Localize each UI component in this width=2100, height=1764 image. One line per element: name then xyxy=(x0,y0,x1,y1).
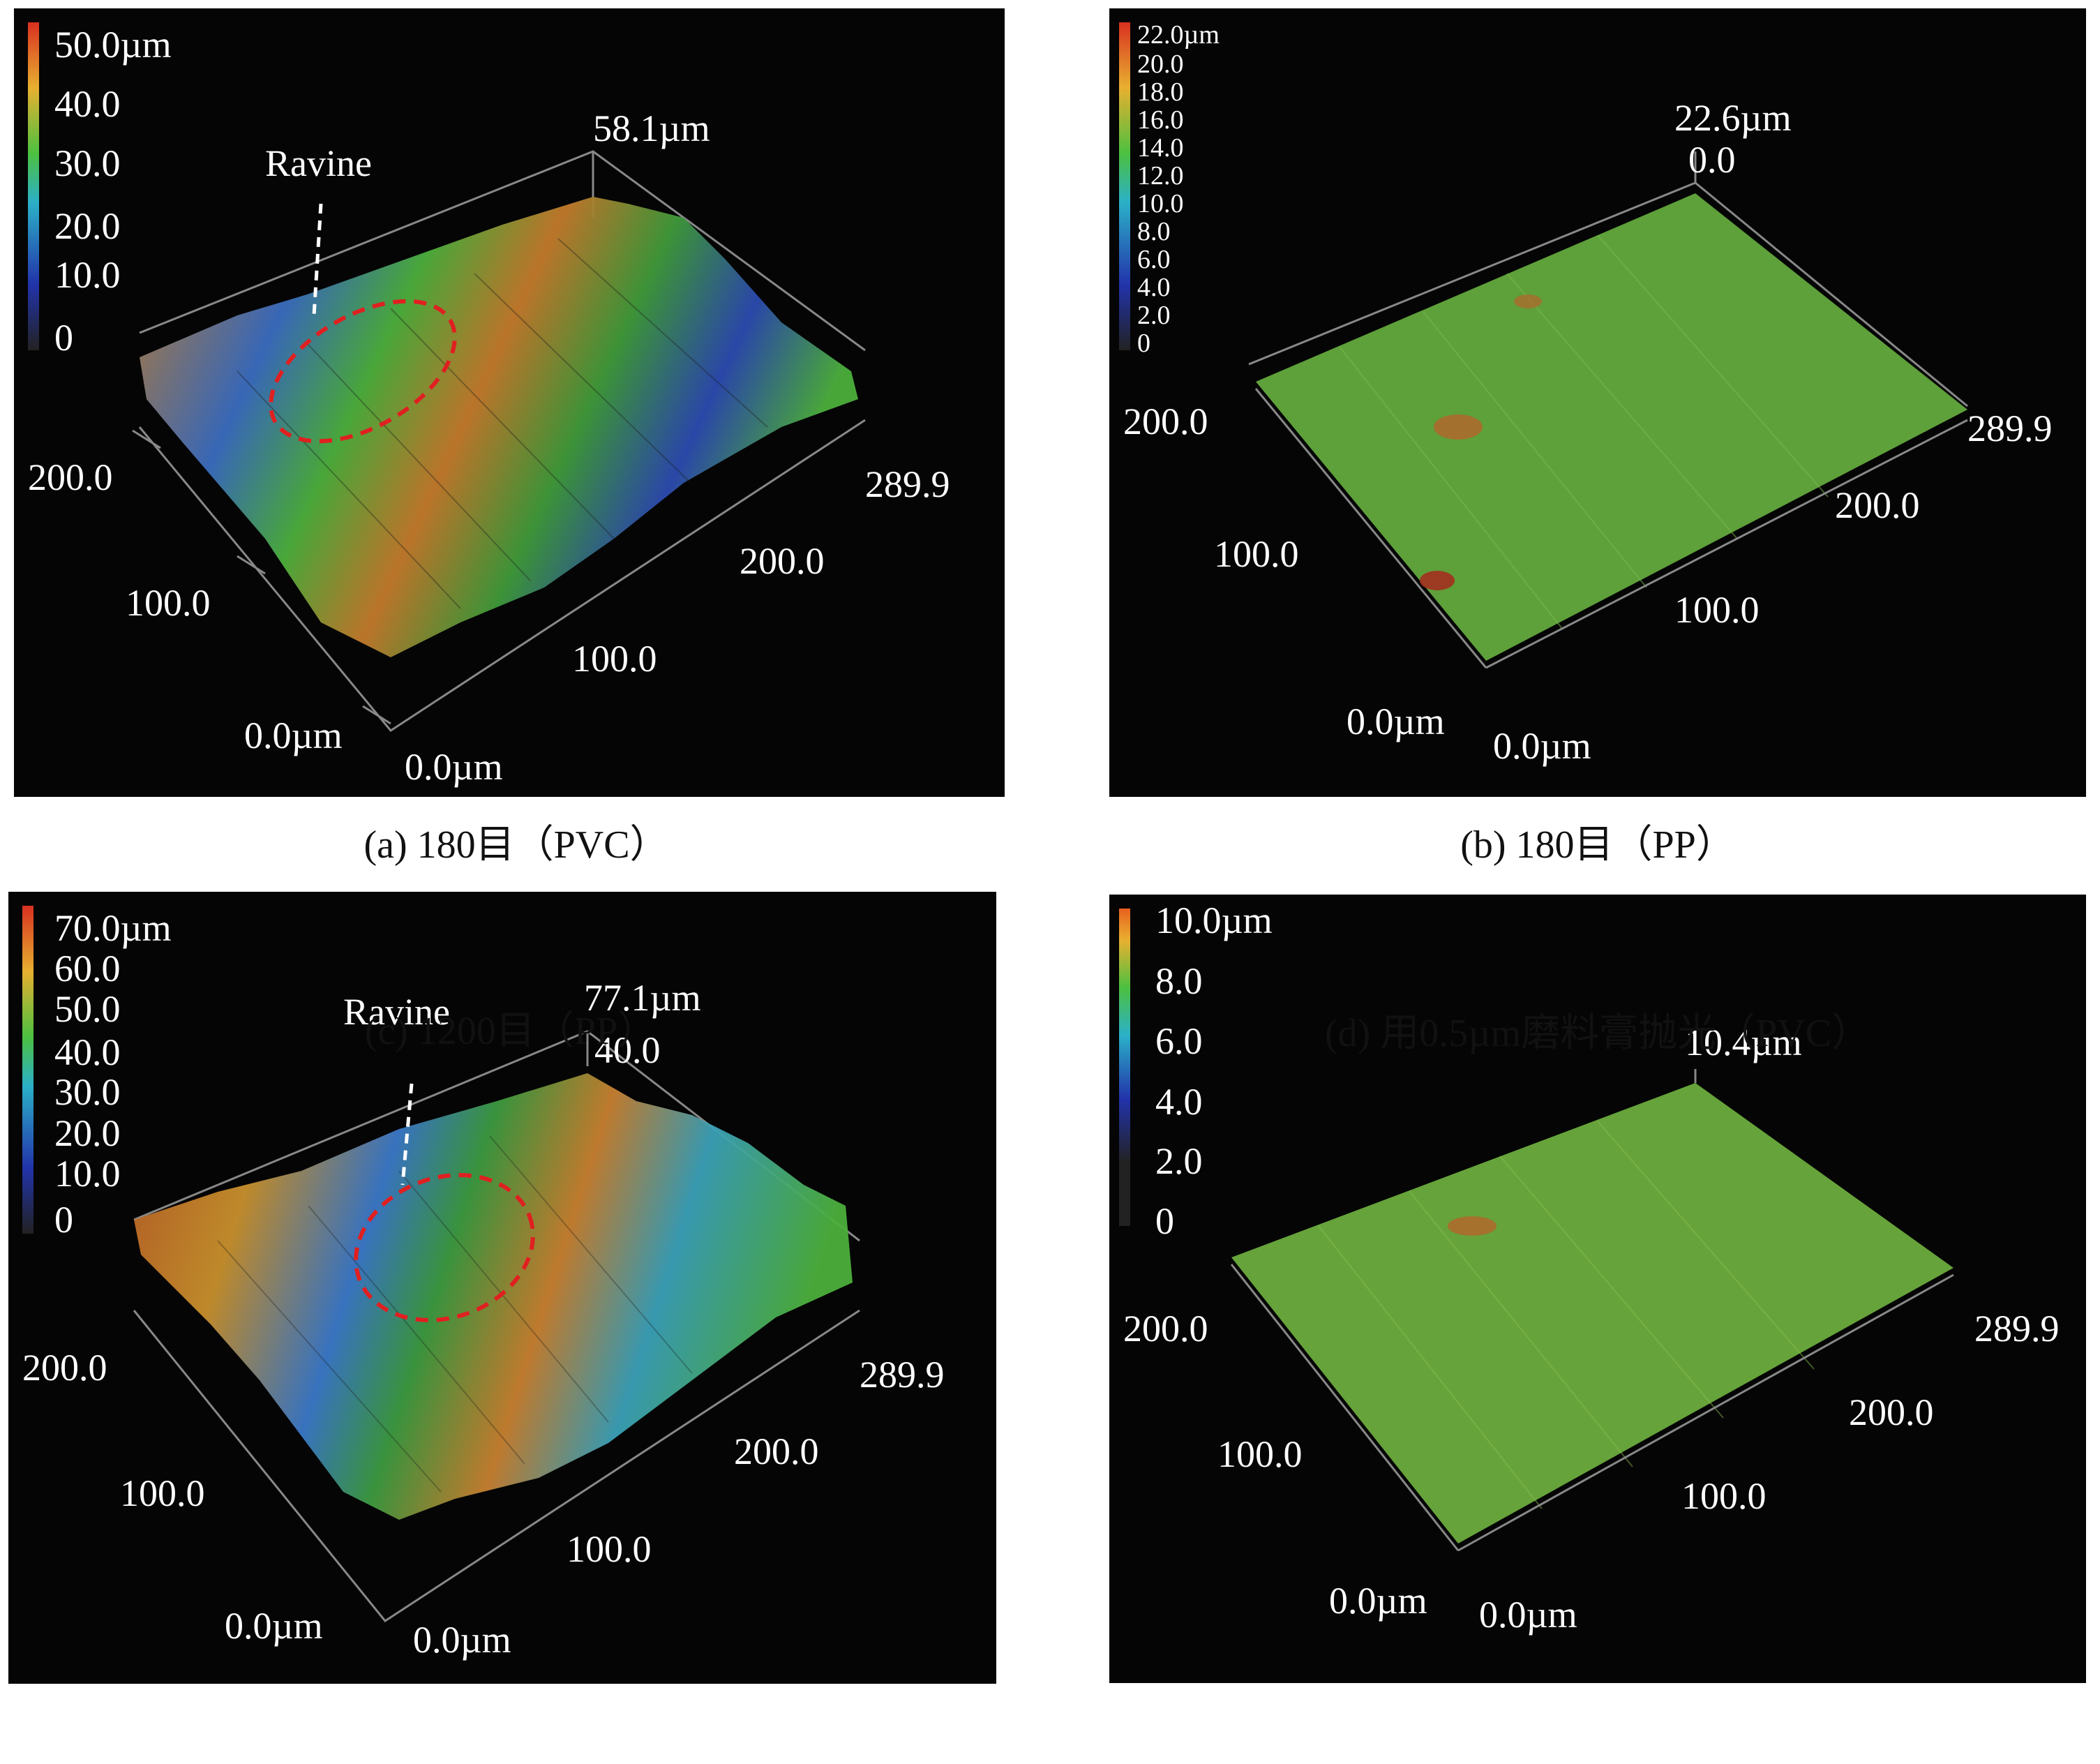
colorbar-label: 0 xyxy=(1155,1200,1174,1242)
colorbar-label: 4.0 xyxy=(1137,273,1171,302)
axis-left-label: 0.0µm xyxy=(1329,1580,1427,1622)
colorbar-label: 10.0 xyxy=(54,254,121,296)
axis-left-label: 200.0 xyxy=(1123,401,1208,442)
axis-right-label: 200.0 xyxy=(740,540,825,582)
axis-right-label: 100.0 xyxy=(572,638,657,680)
axis-frame xyxy=(1248,151,1968,408)
axis-left-label: 100.0 xyxy=(1214,533,1299,575)
colorbar-label: 40.0 xyxy=(54,83,121,125)
axis-left-label: 100.0 xyxy=(120,1472,205,1514)
axis-right-label: 100.0 xyxy=(567,1528,652,1570)
axis-left-label: 200.0 xyxy=(28,456,113,498)
axis-right-label: 0.0µm xyxy=(1493,725,1591,767)
axis-right-label: 289.9 xyxy=(1974,1308,2060,1350)
axis-left-label: 200.0 xyxy=(1123,1308,1208,1350)
panel-d-plot: 10.0µm 8.0 6.0 4.0 2.0 0 10.4µm 200.0 10… xyxy=(1119,899,2060,1636)
panel-b-caption: (b) 180目（PP） xyxy=(1460,823,1735,867)
axis-right-label: 0.0µm xyxy=(1479,1594,1577,1636)
panel-a-plot: 50.0µm 40.0 30.0 20.0 10.0 0 Ravine 58.1… xyxy=(28,22,950,788)
colorbar-label: 12.0 xyxy=(1137,161,1184,190)
ravine-label: Ravine xyxy=(343,991,450,1033)
axis-left-label: 0.0µm xyxy=(1347,701,1445,742)
z-max-label: 10.4µm xyxy=(1685,1022,1802,1063)
colorbar-label: 22.0µm xyxy=(1137,20,1220,50)
panel-d-caption: (d) 用0.5µm磨料膏抛光（PVC） xyxy=(1324,1012,1871,1055)
axis-right-label: 289.9 xyxy=(1967,408,2053,449)
colorbar-label: 50.0µm xyxy=(54,24,172,66)
axis-left-label: 0.0µm xyxy=(225,1605,323,1647)
panel-c-plot: 70.0µm 60.0 50.0 40.0 30.0 20.0 10.0 0 R… xyxy=(22,906,945,1661)
colorbar-label: 20.0 xyxy=(54,1112,121,1154)
colorbar xyxy=(1119,22,1130,350)
panel-a: 50.0µm 40.0 30.0 20.0 10.0 0 Ravine 58.1… xyxy=(14,8,1005,797)
colorbar xyxy=(1119,909,1130,1226)
axis-right-label: 289.9 xyxy=(865,463,950,505)
ravine-highlight xyxy=(354,1173,535,1322)
colorbar-label: 14.0 xyxy=(1137,133,1184,163)
colorbar-label: 4.0 xyxy=(1155,1081,1203,1123)
panel-b-plot: 22.0µm 20.0 18.0 16.0 14.0 12.0 10.0 8.0… xyxy=(1119,20,2053,767)
ravine-pointer xyxy=(312,203,323,316)
panel-c: 70.0µm 60.0 50.0 40.0 30.0 20.0 10.0 0 R… xyxy=(8,892,996,1684)
colorbar xyxy=(22,906,33,1234)
colorbar-label: 8.0 xyxy=(1155,960,1203,1002)
colorbar-label: 30.0 xyxy=(54,142,121,184)
axis-left-label: 100.0 xyxy=(126,582,211,624)
colorbar-label: 10.0 xyxy=(1137,189,1184,218)
z-max-label: 58.1µm xyxy=(593,107,710,149)
colorbar-label: 50.0 xyxy=(54,988,121,1030)
panel-a-caption: (a) 180目（PVC） xyxy=(363,823,669,867)
panel-b: 22.0µm 20.0 18.0 16.0 14.0 12.0 10.0 8.0… xyxy=(1109,8,2086,797)
colorbar-label: 6.0 xyxy=(1137,245,1171,274)
colorbar-label: 30.0 xyxy=(54,1071,121,1113)
colorbar-label: 0 xyxy=(1137,329,1150,358)
colorbar-label: 8.0 xyxy=(1137,217,1171,246)
surface-plot xyxy=(134,1073,853,1520)
colorbar-label: 10.0µm xyxy=(1155,899,1273,941)
colorbar xyxy=(28,22,39,350)
z-max-label: 77.1µm xyxy=(584,977,701,1019)
colorbar-label: 70.0µm xyxy=(54,907,172,949)
colorbar-label: 6.0 xyxy=(1155,1020,1203,1062)
axis-right-label: 100.0 xyxy=(1674,589,1760,631)
axis-right-label: 200.0 xyxy=(1835,484,1920,526)
z-min-label: 0.0 xyxy=(1688,139,1736,181)
colorbar-label: 2.0 xyxy=(1155,1140,1203,1182)
z-max-label: 22.6µm xyxy=(1674,97,1792,139)
axis-right-label: 0.0µm xyxy=(413,1619,511,1661)
colorbar-label: 10.0 xyxy=(54,1153,121,1195)
colorbar-label: 18.0 xyxy=(1137,77,1184,107)
surface-plot xyxy=(140,197,858,657)
axis-right-label: 0.0µm xyxy=(405,746,503,788)
axis-right-label: 200.0 xyxy=(1849,1391,1934,1433)
surface-plot xyxy=(1231,1083,1953,1544)
ravine-label: Ravine xyxy=(265,142,372,184)
panel-c-caption: (c) 1200目（PP） xyxy=(364,1010,657,1053)
colorbar-label: 40.0 xyxy=(54,1031,121,1073)
axis-right-label: 289.9 xyxy=(860,1354,945,1396)
colorbar-label: 20.0 xyxy=(54,205,121,247)
panel-d: 10.0µm 8.0 6.0 4.0 2.0 0 10.4µm 200.0 10… xyxy=(1109,895,2086,1683)
z-min-label: 40.0 xyxy=(594,1029,661,1071)
axis-left-label: 200.0 xyxy=(22,1347,107,1389)
colorbar-label: 2.0 xyxy=(1137,301,1171,330)
colorbar-label: 16.0 xyxy=(1137,105,1184,135)
axis-right-label: 200.0 xyxy=(734,1430,819,1472)
colorbar-label: 0 xyxy=(54,317,73,359)
surface-plot xyxy=(1256,193,1967,661)
axis-left-label: 0.0µm xyxy=(244,715,343,756)
ravine-highlight xyxy=(269,299,457,444)
colorbar-label: 20.0 xyxy=(1137,50,1184,79)
colorbar-label: 0 xyxy=(54,1199,73,1241)
axis-left-label: 100.0 xyxy=(1217,1433,1303,1475)
axis-right-label: 100.0 xyxy=(1681,1475,1767,1517)
ravine-pointer xyxy=(400,1083,414,1186)
colorbar-label: 60.0 xyxy=(54,948,121,989)
